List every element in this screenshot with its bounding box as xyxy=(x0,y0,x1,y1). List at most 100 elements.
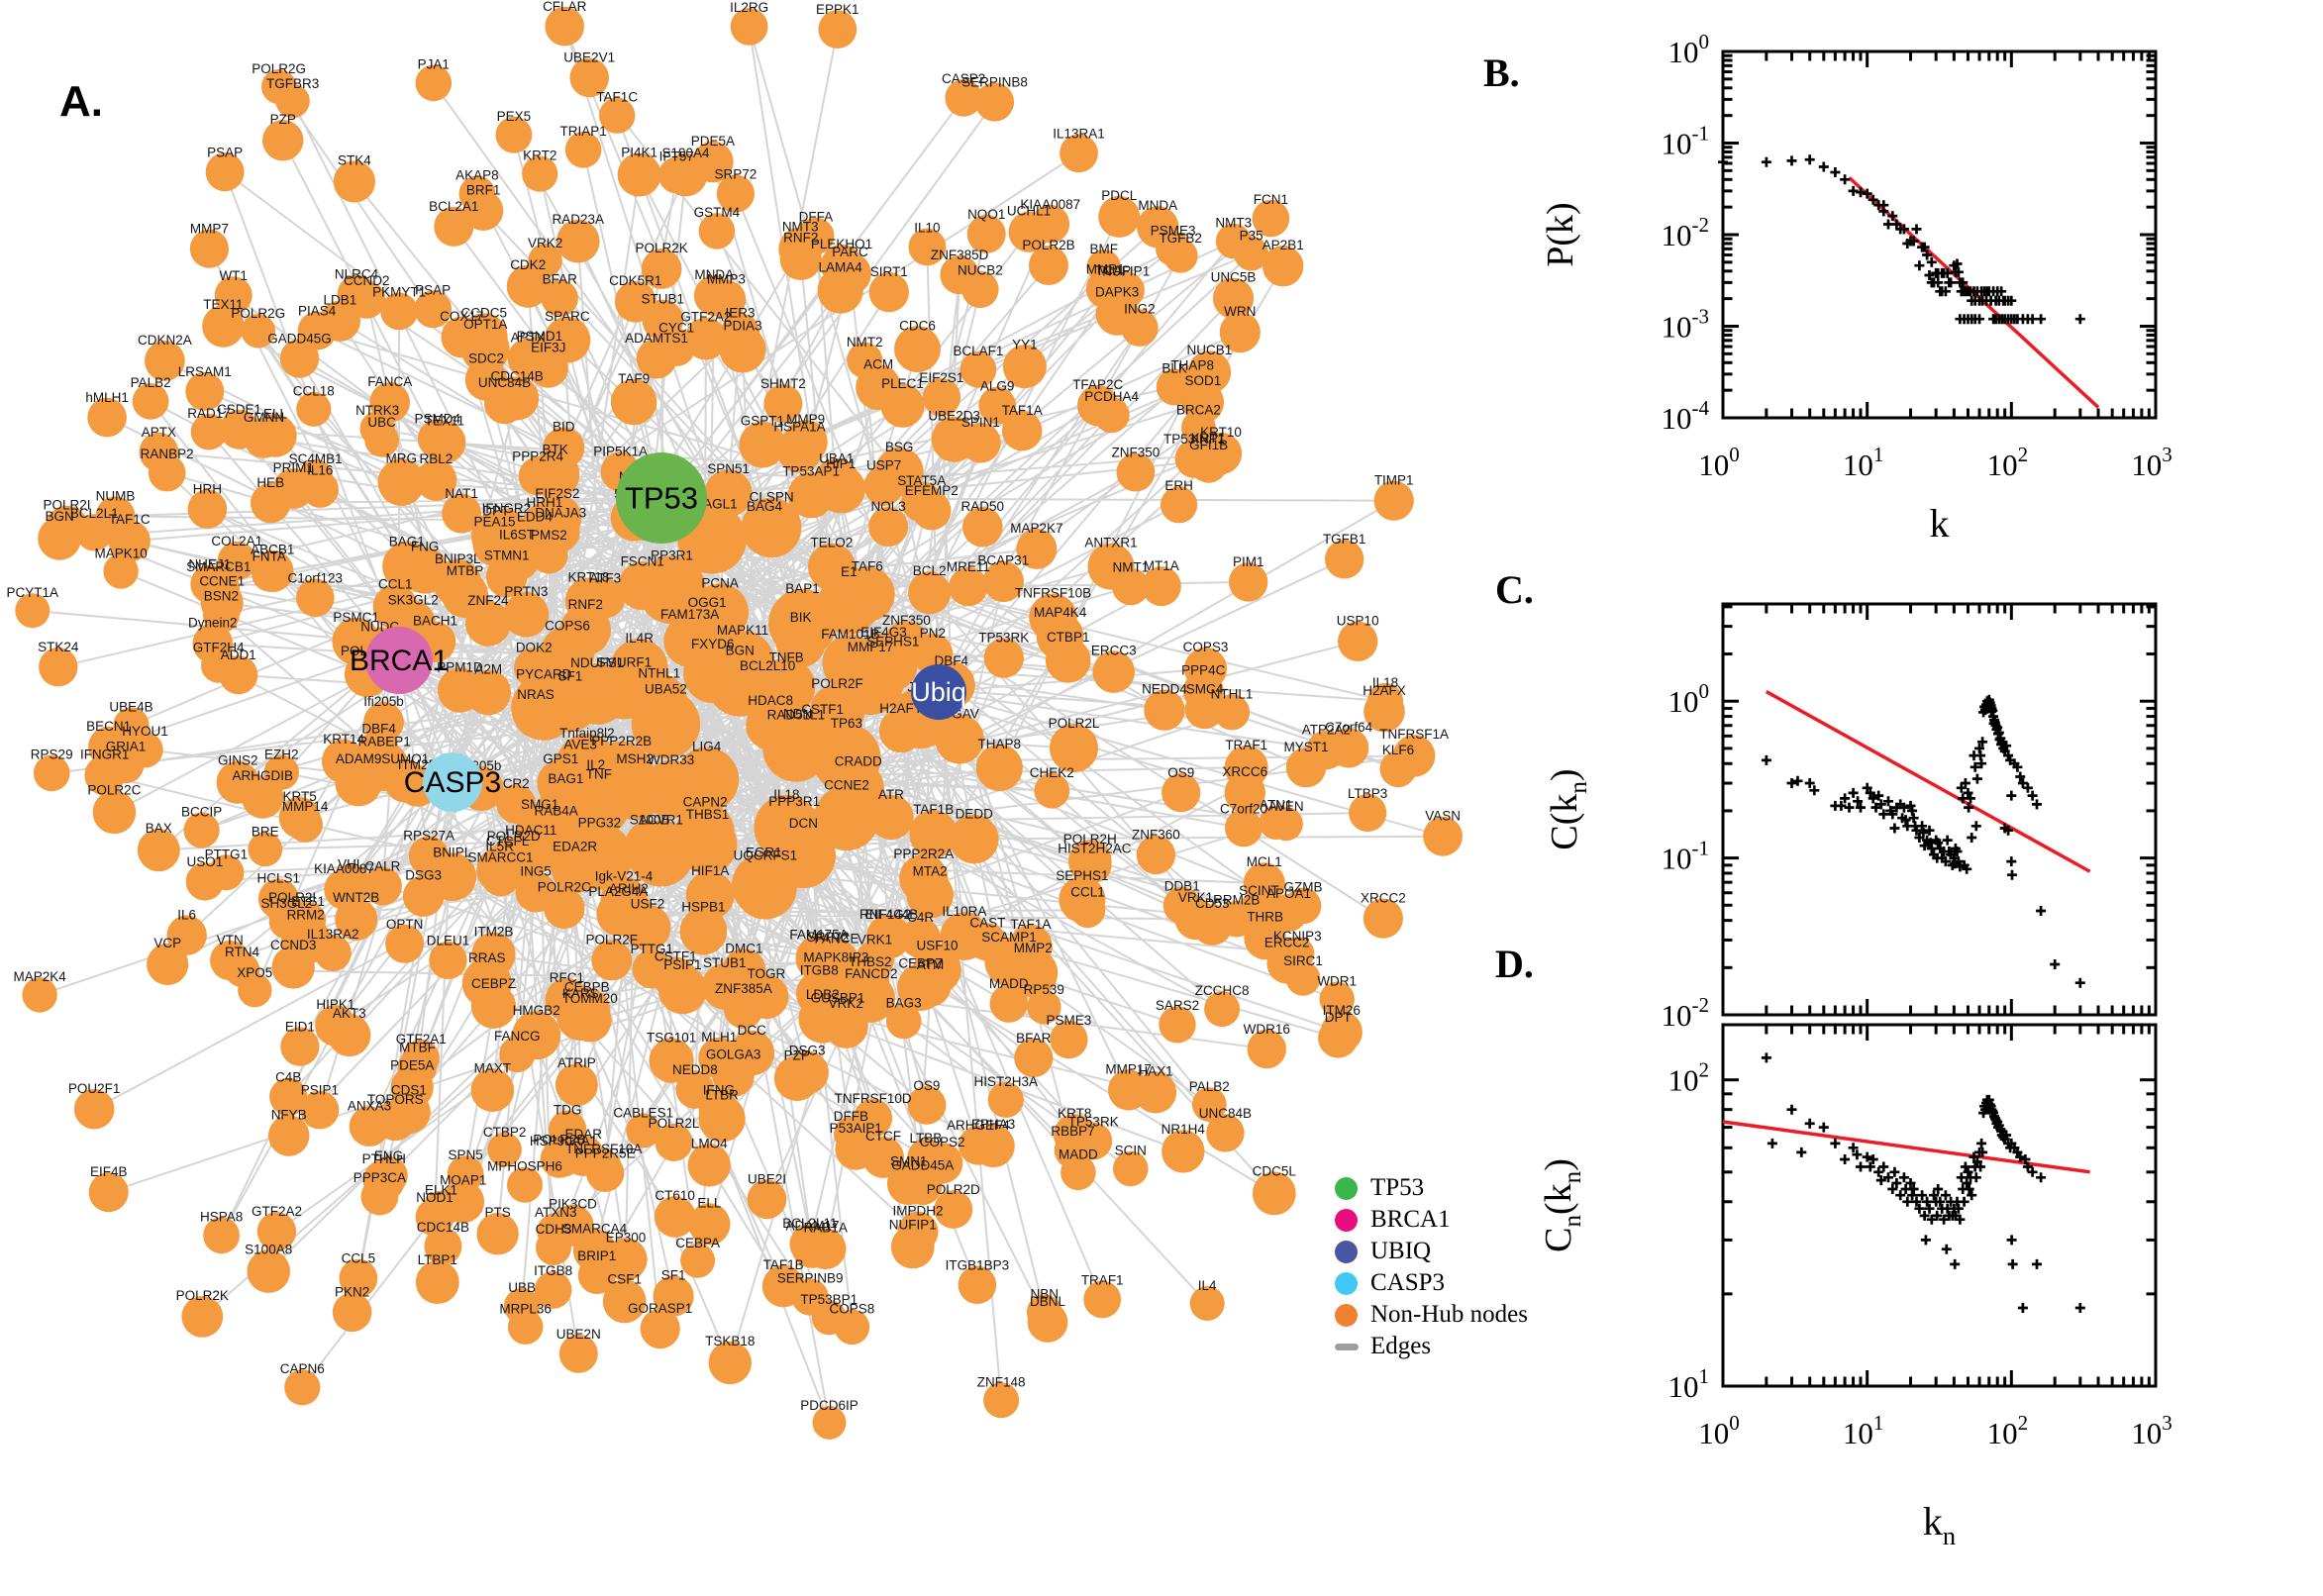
svg-text:S100B: S100B xyxy=(630,813,670,828)
svg-text:POLR2D: POLR2D xyxy=(487,829,541,844)
svg-text:DSG3: DSG3 xyxy=(405,868,442,883)
network-node xyxy=(1087,543,1135,590)
svg-text:POLR2F: POLR2F xyxy=(586,932,639,947)
svg-text:DMC1: DMC1 xyxy=(725,941,762,955)
network-node xyxy=(471,932,516,977)
svg-text:CLSPN: CLSPN xyxy=(750,490,794,505)
svg-text:CCL18: CCL18 xyxy=(293,384,335,399)
network-node xyxy=(680,1243,716,1278)
svg-text:NMT3: NMT3 xyxy=(782,219,819,234)
network-node xyxy=(730,8,768,46)
svg-text:IL16: IL16 xyxy=(307,463,333,478)
svg-text:GSTM4: GSTM4 xyxy=(694,205,741,220)
svg-text:BCL2: BCL2 xyxy=(913,563,947,578)
svg-text:ZNF385D: ZNF385D xyxy=(931,248,989,262)
network-node xyxy=(1036,613,1084,660)
network-node xyxy=(522,155,558,192)
svg-text:SMG1: SMG1 xyxy=(521,797,558,812)
svg-text:HMGB2: HMGB2 xyxy=(513,1003,560,1018)
svg-text:DSG3: DSG3 xyxy=(789,1043,826,1057)
hub-label: TP53 xyxy=(625,481,698,516)
network-node xyxy=(470,1068,515,1112)
svg-text:DDB1: DDB1 xyxy=(1164,879,1200,894)
network-node xyxy=(763,384,803,424)
network-node xyxy=(190,564,230,604)
svg-text:RNF2: RNF2 xyxy=(568,597,603,612)
network-node xyxy=(569,57,609,98)
svg-text:BID: BID xyxy=(553,419,575,434)
svg-text:Igk-V21-4: Igk-V21-4 xyxy=(595,868,654,883)
svg-text:STUB1: STUB1 xyxy=(642,292,685,307)
svg-text:CCL5: CCL5 xyxy=(342,1251,376,1266)
network-node xyxy=(314,934,352,972)
network-node xyxy=(909,810,958,858)
svg-text:THBS2: THBS2 xyxy=(849,954,892,969)
network-node xyxy=(1172,365,1212,405)
svg-text:POLR2G: POLR2G xyxy=(231,306,285,321)
network-node xyxy=(362,866,402,906)
axis-tick-label: 100 xyxy=(1698,1411,1740,1450)
svg-text:IFT57: IFT57 xyxy=(659,150,694,164)
svg-text:OGG1: OGG1 xyxy=(688,595,727,610)
svg-text:GTF2A1: GTF2A1 xyxy=(396,1032,447,1047)
svg-text:KIAA0087: KIAA0087 xyxy=(314,861,374,876)
svg-text:MMP2: MMP2 xyxy=(1014,941,1053,955)
svg-text:LMO4: LMO4 xyxy=(691,1136,728,1150)
svg-text:DCC: DCC xyxy=(738,1023,766,1038)
network-node xyxy=(1285,748,1327,788)
svg-text:TNFRSF10D: TNFRSF10D xyxy=(835,1091,912,1106)
svg-text:CTBP2: CTBP2 xyxy=(483,1125,527,1140)
svg-text:EDAR: EDAR xyxy=(564,1127,602,1142)
svg-text:UBE2V1: UBE2V1 xyxy=(563,50,615,65)
network-node xyxy=(253,414,297,457)
svg-text:MLH1: MLH1 xyxy=(701,1030,737,1045)
network-node xyxy=(908,571,952,615)
svg-text:IL2: IL2 xyxy=(586,757,605,772)
svg-text:CCND3: CCND3 xyxy=(270,938,317,952)
svg-text:RAD17: RAD17 xyxy=(187,406,231,421)
network-node xyxy=(45,505,89,549)
svg-text:BRF1: BRF1 xyxy=(466,183,501,198)
network-node xyxy=(495,116,533,153)
svg-text:CDK5R1: CDK5R1 xyxy=(609,273,661,288)
svg-text:ELK1: ELK1 xyxy=(425,1183,457,1198)
svg-text:COL2A1: COL2A1 xyxy=(211,534,262,549)
network-node xyxy=(913,946,961,994)
svg-text:MAXT: MAXT xyxy=(474,1061,512,1076)
svg-text:ZNF385A: ZNF385A xyxy=(715,981,772,996)
svg-text:LTBR: LTBR xyxy=(705,1087,739,1102)
svg-text:PALB2: PALB2 xyxy=(1189,1079,1230,1094)
network-node xyxy=(252,549,294,593)
svg-text:IL18: IL18 xyxy=(773,787,799,802)
svg-text:AKAP8: AKAP8 xyxy=(455,168,499,183)
brca1-dot-icon xyxy=(1335,1208,1358,1232)
svg-text:TIMP1: TIMP1 xyxy=(1374,473,1414,488)
svg-text:IMPDH2: IMPDH2 xyxy=(892,1204,943,1219)
svg-text:SH3GL2: SH3GL2 xyxy=(261,896,313,911)
svg-text:POLR2H: POLR2H xyxy=(1063,832,1117,847)
svg-text:ERCC2: ERCC2 xyxy=(1264,936,1310,950)
axis-tick-label: 103 xyxy=(2131,443,2172,482)
legend-item-tp53: TP53 xyxy=(1335,1172,1528,1204)
svg-text:ANTXR1: ANTXR1 xyxy=(1084,536,1137,550)
svg-text:CABLES1: CABLES1 xyxy=(613,1106,673,1121)
svg-text:CCND2: CCND2 xyxy=(344,273,390,288)
network-node xyxy=(92,790,137,835)
svg-text:ARHGDIB: ARHGDIB xyxy=(232,768,293,783)
network-node xyxy=(1423,816,1463,856)
network-node xyxy=(638,555,706,625)
svg-text:BAG1: BAG1 xyxy=(548,771,583,786)
network-node xyxy=(429,941,467,980)
svg-text:SMARCC1: SMARCC1 xyxy=(467,849,533,864)
svg-text:THBS1: THBS1 xyxy=(686,807,730,822)
svg-text:PKMYT1: PKMYT1 xyxy=(372,285,426,300)
network-node xyxy=(185,371,225,411)
network-node xyxy=(754,794,820,860)
network-node xyxy=(203,1217,241,1254)
network-node xyxy=(1373,480,1414,521)
svg-text:EID1: EID1 xyxy=(285,1019,315,1034)
network-node xyxy=(515,871,556,913)
svg-text:TGFB2: TGFB2 xyxy=(1159,231,1202,246)
svg-text:AP2B1: AP2B1 xyxy=(1262,238,1304,252)
axis-tick-label: 100 xyxy=(1698,443,1740,482)
